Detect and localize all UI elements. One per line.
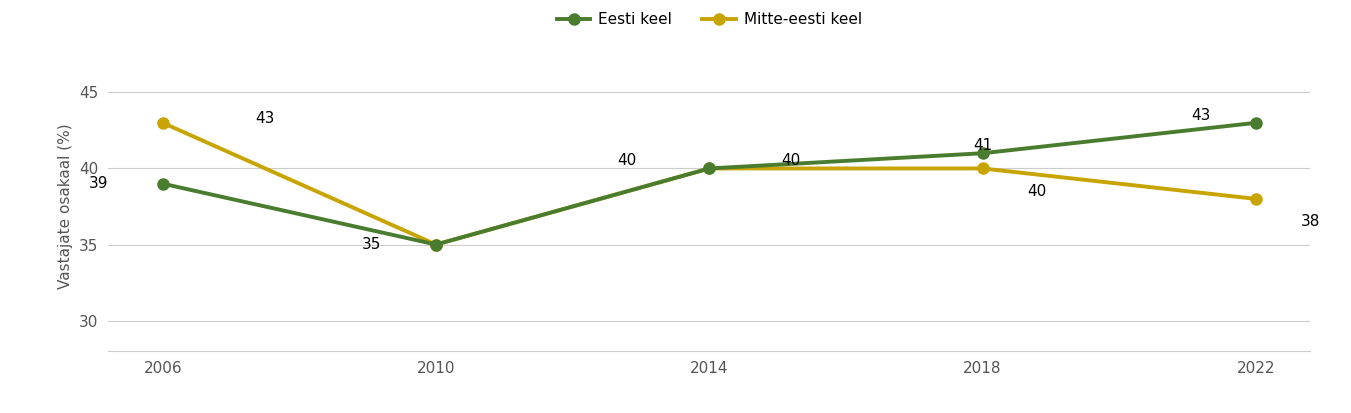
- Mitte-eesti keel: [701, 166, 717, 171]
- Text: 41: 41: [973, 138, 992, 153]
- Eesti keel: [428, 242, 444, 247]
- Y-axis label: Vastajate osakaal (%): Vastajate osakaal (%): [58, 123, 73, 290]
- Text: 39: 39: [89, 176, 108, 191]
- Eesti keel: [701, 166, 717, 171]
- Text: 43: 43: [255, 111, 274, 126]
- Text: 43: 43: [1192, 108, 1210, 123]
- Text: 40: 40: [782, 153, 801, 169]
- Eesti keel: [974, 151, 990, 156]
- Mitte-eesti keel: [428, 242, 444, 247]
- Eesti keel: [1248, 120, 1265, 125]
- Mitte-eesti keel: [974, 166, 990, 171]
- Text: 38: 38: [1301, 214, 1320, 229]
- Line: Eesti keel: Eesti keel: [157, 117, 1262, 250]
- Mitte-eesti keel: [1248, 197, 1265, 202]
- Eesti keel: [154, 181, 170, 186]
- Legend: Eesti keel, Mitte-eesti keel: Eesti keel, Mitte-eesti keel: [551, 6, 867, 33]
- Text: 35: 35: [362, 237, 381, 252]
- Mitte-eesti keel: [154, 120, 170, 125]
- Text: 40: 40: [617, 153, 636, 169]
- Line: Mitte-eesti keel: Mitte-eesti keel: [157, 117, 1262, 250]
- Text: 40: 40: [1028, 184, 1047, 199]
